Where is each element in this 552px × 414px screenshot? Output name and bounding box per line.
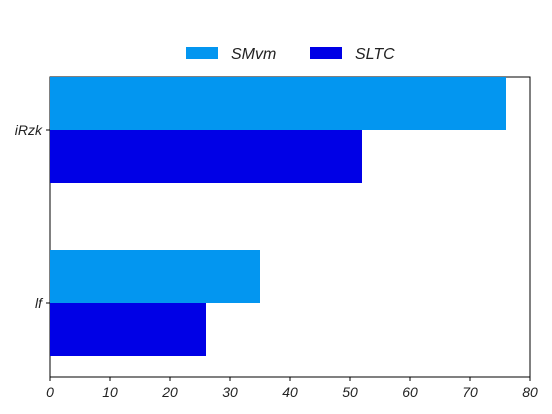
- bar-group: [50, 77, 506, 356]
- x-tick-label: 50: [342, 384, 358, 400]
- bar-smvm-lf: [50, 250, 260, 303]
- x-axis: 0 10 20 30 40 50 60 70 80: [46, 377, 538, 400]
- y-axis: iRzk lf: [15, 122, 50, 311]
- legend-label-smvm: SMvm: [231, 46, 276, 63]
- x-tick-label: 60: [402, 384, 418, 400]
- x-tick-label: 30: [222, 384, 238, 400]
- bar-sltc-irzk: [50, 130, 362, 183]
- legend-swatch-smvm: [186, 47, 218, 59]
- plot-area: iRzk lf 0 10 20 30 40 50 60 70 80: [15, 76, 538, 400]
- bar-smvm-irzk: [50, 77, 506, 130]
- x-tick-label: 10: [102, 384, 118, 400]
- x-tick-label: 80: [522, 384, 538, 400]
- chart-legend: SMvm SLTC: [186, 46, 395, 63]
- x-tick-label: 20: [161, 384, 178, 400]
- x-tick-label: 0: [46, 384, 54, 400]
- y-tick-label: lf: [35, 295, 44, 311]
- legend-swatch-sltc: [310, 47, 342, 59]
- y-tick-label: iRzk: [15, 122, 43, 138]
- bar-sltc-lf: [50, 303, 206, 356]
- legend-label-sltc: SLTC: [355, 46, 395, 63]
- x-tick-label: 70: [462, 384, 478, 400]
- x-tick-label: 40: [282, 384, 298, 400]
